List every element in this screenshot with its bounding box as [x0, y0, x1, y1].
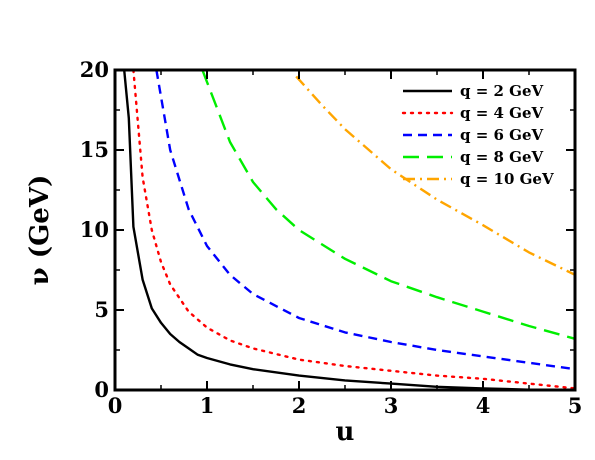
x-tick-label: 5 — [568, 393, 583, 418]
legend-label-5: q = 10 GeV — [460, 170, 554, 188]
y-axis-label: ν (GeV) — [25, 175, 55, 286]
legend-label-4: q = 8 GeV — [460, 148, 544, 166]
x-tick-label: 0 — [108, 393, 123, 418]
series-line-1 — [123, 70, 575, 390]
y-tick-label: 0 — [94, 377, 109, 402]
x-tick-label: 1 — [200, 393, 215, 418]
series-line-2 — [132, 70, 575, 390]
y-tick-label: 10 — [80, 217, 109, 242]
series-layer — [123, 70, 575, 390]
ticks-layer — [114, 69, 576, 391]
legend-label-2: q = 4 GeV — [460, 104, 544, 122]
y-tick-label: 20 — [80, 57, 109, 82]
x-tick-label: 3 — [384, 393, 399, 418]
x-tick-label: 4 — [476, 393, 491, 418]
y-tick-label: 15 — [80, 137, 109, 162]
legend-label-3: q = 6 GeV — [460, 126, 544, 144]
x-tick-label: 2 — [292, 393, 307, 418]
legend-label-1: q = 2 GeV — [460, 82, 544, 100]
tick-labels-layer: 0 1 2 3 4 5 0 5 10 15 20 — [80, 57, 583, 418]
x-axis-label: u — [336, 417, 355, 447]
series-line-4 — [201, 70, 575, 340]
legend: q = 2 GeV q = 4 GeV q = 6 GeV q = 8 GeV q = … — [401, 82, 554, 188]
series-line-3 — [155, 70, 575, 371]
y-tick-label: 5 — [94, 297, 109, 322]
